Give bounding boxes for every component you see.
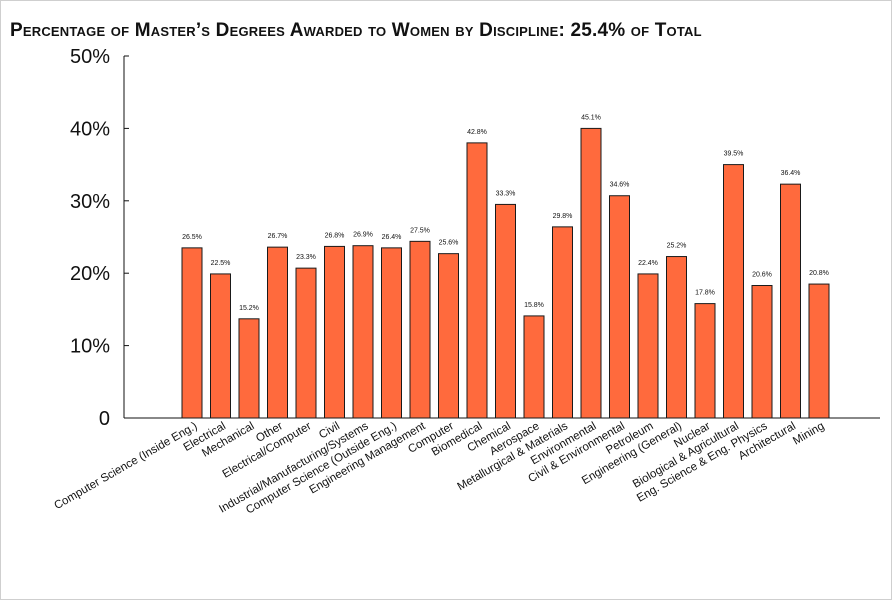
bar-data-label: 26.5% [182, 234, 202, 241]
bar [552, 226, 573, 419]
bar-data-label: 20.8% [809, 270, 829, 277]
bar-data-label: 39.5% [724, 151, 744, 158]
bar-data-label: 42.8% [467, 129, 487, 136]
bar [580, 127, 602, 419]
bar-data-label: 26.8% [325, 232, 345, 239]
bar [295, 267, 317, 419]
bar [181, 247, 203, 419]
bar-data-label: 26.4% [382, 234, 402, 241]
bar [210, 273, 231, 419]
bar [637, 273, 659, 419]
bar-data-label: 15.8% [524, 302, 544, 309]
bar [808, 283, 830, 419]
bar-data-label: 25.2% [667, 243, 687, 250]
bar-data-label: 29.8% [553, 213, 573, 220]
bar-data-label: 26.9% [353, 232, 373, 239]
bar [723, 164, 744, 419]
bar [238, 318, 260, 419]
bar-data-label: 22.4% [638, 260, 658, 267]
bar [495, 203, 516, 419]
bar-data-label: 45.1% [581, 114, 601, 121]
bar [352, 245, 374, 419]
y-tick-label: 0 [99, 408, 110, 430]
bar [609, 195, 630, 419]
bar-data-label: 36.4% [781, 170, 801, 177]
y-tick-label: 10% [70, 336, 110, 358]
y-tick-label: 20% [70, 263, 110, 285]
bar [267, 246, 288, 419]
bar-data-label: 23.3% [296, 254, 316, 261]
bar-data-label: 17.8% [695, 290, 715, 297]
x-tick-label: Computer Science (Inside Eng.) [52, 420, 199, 512]
bar [381, 247, 402, 419]
bar [694, 303, 716, 419]
x-tick-labels: Computer Science (Inside Eng.)Electrical… [52, 420, 826, 517]
bar [438, 253, 459, 419]
data-labels: 26.5% 22.5% 15.2% 26.7% 23.3% 26.8% 26.9% 26.4%… [182, 114, 829, 311]
bar [324, 245, 345, 419]
bar-data-label: 26.7% [268, 233, 288, 240]
bar [780, 183, 801, 419]
y-tick-label: 40% [70, 118, 110, 140]
y-tick-label: 30% [70, 191, 110, 213]
bars [181, 127, 830, 419]
bar [466, 142, 488, 419]
bar [751, 285, 773, 419]
y-tick-label: 50% [70, 46, 110, 68]
bar-data-label: 22.5% [211, 260, 231, 267]
bar-data-label: 33.3% [496, 190, 516, 197]
bar [523, 315, 545, 419]
bar-data-label: 15.2% [239, 305, 259, 312]
x-tick-label: Mining [791, 420, 826, 447]
bar-data-label: 20.6% [752, 272, 772, 279]
bar [666, 256, 687, 419]
bar-data-label: 25.6% [439, 240, 459, 247]
bar [409, 240, 431, 419]
bar-data-label: 34.6% [610, 182, 630, 189]
chart-title: Percentage of Master’s Degrees Awarded t… [10, 20, 702, 41]
bar-data-label: 27.5% [410, 227, 430, 234]
